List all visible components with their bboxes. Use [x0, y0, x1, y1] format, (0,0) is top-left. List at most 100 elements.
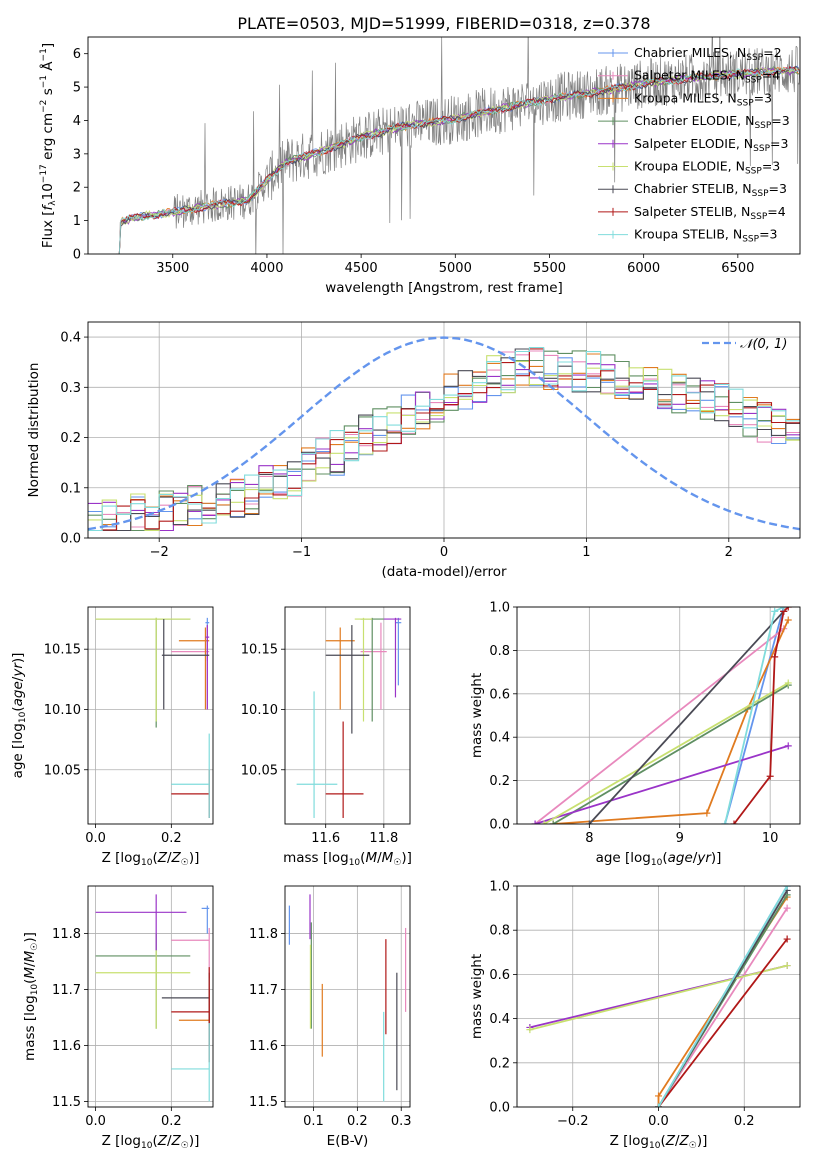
mass-weight-line: [657, 907, 788, 1107]
mass-weight-marker: [783, 904, 791, 912]
y-tick-label: 0.1: [60, 481, 81, 496]
y-axis-label: age [log10(age/yr)]: [10, 653, 28, 779]
legend-label: Kroupa STELIB, NSSP=3: [634, 227, 778, 245]
mass-weight-marker: [549, 820, 557, 824]
mass-weight-marker: [783, 935, 791, 943]
axes-frame: [87, 321, 801, 539]
x-tick-label: 9: [676, 831, 684, 846]
y-tick-label: 0.6: [489, 687, 510, 702]
y-tick-label: 11.7: [52, 983, 81, 998]
axes-frame: [284, 885, 411, 1108]
y-tick-label: 6: [73, 47, 81, 62]
spectrum-model-line: [116, 67, 800, 254]
x-axis-label: wavelength [Angstrom, rest frame]: [325, 280, 563, 296]
plot-area: [296, 617, 402, 818]
legend-label: Salpeter ELODIE, NSSP=3: [634, 136, 788, 154]
y-tick-label: 0.8: [489, 644, 510, 659]
mass-weight-marker: [780, 607, 788, 611]
legend-label: Chabrier MILES, NSSP=2: [634, 45, 782, 63]
mass-weight-marker: [783, 886, 791, 890]
panel-4: 11.6 11.8 10.05 10.10 10.15 mass [log10(M/M☉)…: [241, 606, 412, 868]
plot-area: [88, 336, 800, 532]
histogram-series: [88, 346, 800, 532]
x-axis-label: Z [log10(Z/Z☉)]: [102, 850, 200, 868]
y-tick-label: 4: [73, 114, 81, 129]
y-tick-label: 3: [73, 147, 81, 162]
y-tick-label: 0.4: [60, 331, 81, 346]
histogram-series: [88, 350, 800, 532]
plot-area: [116, 37, 800, 254]
legend-label: Salpeter STELIB, NSSP=4: [634, 204, 786, 222]
y-tick-label: 0.4: [489, 731, 510, 746]
x-tick-label: 3500: [156, 261, 189, 276]
mass-weight-marker: [784, 742, 792, 750]
mass-weight-line: [529, 964, 788, 1031]
mass-weight-marker: [784, 679, 792, 687]
panel-3: 0.0 0.2 10.05 10.10 10.15 Z [log10(Z/Z☉)] age …: [10, 606, 214, 868]
mass-weight-marker: [721, 820, 729, 824]
y-axis-label: mass weight: [469, 673, 485, 758]
x-axis-label: E(B-V): [327, 1133, 369, 1149]
y-tick-label: 10.10: [241, 703, 278, 718]
spectrum-model-line: [116, 65, 800, 254]
plot-area: [288, 894, 407, 1102]
y-tick-label: 0.4: [489, 1012, 510, 1027]
panel-6: 0.0 0.2 11.5 11.6 11.7 11.8 Z [log10(Z/Z☉)] mas…: [22, 885, 214, 1151]
mass-weight-marker: [783, 962, 791, 970]
mass-weight-line: [724, 607, 785, 824]
mass-weight-line: [543, 682, 789, 824]
panel-2: −2 −1 0 1 2 0.0 0.1 0.2 0.3 0.4 (data-model)/error…: [26, 321, 801, 580]
x-axis-label: mass [log10(M/M☉)]: [283, 850, 412, 868]
x-tick-label: 0.2: [734, 1114, 755, 1129]
y-tick-label: 1.0: [489, 601, 510, 616]
y-tick-label: 10.15: [44, 643, 81, 658]
panel-8: −0.2 0.0 0.2 0.0 0.2 0.4 0.6 0.8 1.0 Z [log10(Z/Z…: [469, 880, 801, 1151]
y-axis-label: Flux [fλ10−17 erg cm−2 s−1 Å−1]: [39, 43, 58, 248]
x-tick-label: 6000: [627, 261, 660, 276]
legend-label: Chabrier ELODIE, NSSP=3: [634, 113, 790, 131]
axes-frame: [516, 606, 801, 825]
x-tick-label: 0.2: [161, 1114, 182, 1129]
x-tick-label: −2: [150, 545, 169, 560]
y-tick-label: 11.8: [249, 927, 278, 942]
y-axis-label: Normed distribution: [26, 363, 42, 498]
x-tick-label: 0.0: [85, 1114, 106, 1129]
mass-weight-marker: [784, 607, 792, 611]
mass-weight-marker: [784, 616, 792, 624]
mass-weight-marker: [531, 820, 539, 824]
figure-title: PLATE=0503, MJD=51999, FIBERID=0318, z=0…: [237, 14, 650, 33]
x-tick-label: 0.3: [391, 1114, 412, 1129]
x-tick-label: 5000: [439, 261, 472, 276]
axes-frame: [87, 606, 214, 825]
mass-weight-marker: [703, 809, 711, 817]
legend-label: Salpeter MILES, NSSP=4: [634, 68, 780, 86]
x-axis-label: Z [log10(Z/Z☉)]: [610, 1133, 708, 1151]
mass-weight-marker: [526, 1026, 534, 1034]
y-tick-label: 11.6: [249, 1039, 278, 1054]
y-tick-label: 0: [73, 248, 81, 263]
legend-label: Chabrier STELIB, NSSP=3: [634, 181, 787, 199]
x-tick-label: 6500: [721, 261, 754, 276]
y-tick-label: 1.0: [489, 880, 510, 895]
y-tick-label: 0.2: [489, 1056, 510, 1071]
plot-area: [531, 607, 792, 824]
y-tick-label: 1: [73, 214, 81, 229]
y-axis-label: mass weight: [469, 954, 485, 1039]
mass-weight-line: [534, 627, 785, 824]
mass-weight-marker: [585, 820, 593, 824]
mass-weight-marker: [655, 1092, 662, 1100]
axes-frame: [284, 606, 411, 825]
y-tick-label: 0.0: [489, 1101, 510, 1116]
x-tick-label: 8: [585, 831, 593, 846]
mass-weight-marker: [540, 820, 548, 824]
x-tick-label: 4500: [345, 261, 378, 276]
residual-legend: 𝒩(0, 1): [702, 337, 787, 352]
y-tick-label: 11.7: [249, 983, 278, 998]
x-tick-label: 10: [762, 831, 779, 846]
axes-frame: [87, 36, 801, 255]
y-tick-label: 0.3: [60, 381, 81, 396]
spectrum-legend: Chabrier MILES, NSSP=2 Salpeter MILES, NS…: [598, 45, 790, 245]
y-tick-label: 0.6: [489, 968, 510, 983]
x-tick-label: 2: [725, 545, 733, 560]
panel-1: 3500 4000 4500 5000 5500 6000 6500 0 1 2 3 4 5 6 wavel…: [39, 36, 801, 296]
